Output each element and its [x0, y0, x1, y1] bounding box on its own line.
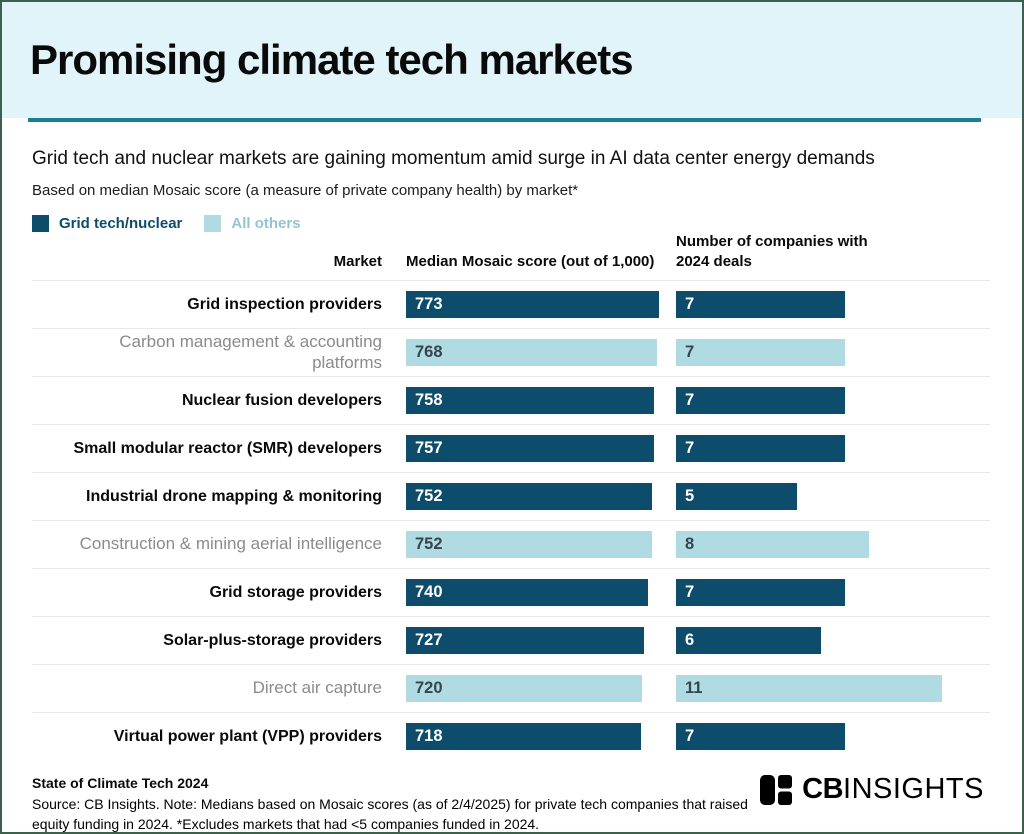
market-label: Grid inspection providers: [187, 295, 382, 313]
score-cell: 740: [382, 579, 676, 606]
market-label: Virtual power plant (VPP) providers: [113, 727, 382, 745]
column-header-market: Market: [333, 252, 382, 270]
column-headers: Market Median Mosaic score (out of 1,000…: [32, 232, 1022, 271]
logo-insights: INSIGHTS: [843, 773, 984, 805]
companies-bar: 6: [676, 627, 821, 654]
legend-label: All others: [231, 215, 301, 232]
table-row: Solar-plus-storage providers 727 6: [32, 616, 990, 664]
table-row: Direct air capture 720 11: [32, 664, 990, 712]
score-bar: 758: [406, 387, 655, 414]
cbinsights-logo-icon: [760, 774, 793, 805]
cbinsights-logo-text: CBINSIGHTS: [802, 773, 984, 806]
score-cell: 727: [382, 627, 676, 654]
score-cell: 752: [382, 483, 676, 510]
companies-cell: 11: [676, 675, 990, 702]
market-label: Solar-plus-storage providers: [163, 631, 382, 649]
market-label: Construction & mining aerial intelligenc…: [79, 534, 382, 554]
companies-cell: 7: [676, 435, 990, 462]
companies-bar: 7: [676, 579, 845, 606]
table-row: Virtual power plant (VPP) providers 718 …: [32, 712, 990, 760]
table-row: Nuclear fusion developers 758 7: [32, 376, 990, 424]
score-cell: 768: [382, 339, 676, 366]
subtitle: Grid tech and nuclear markets are gainin…: [32, 148, 875, 169]
companies-cell: 7: [676, 723, 990, 750]
footer: State of Climate Tech 2024 Source: CB In…: [32, 775, 780, 833]
score-bar: 727: [406, 627, 644, 654]
companies-cell: 5: [676, 483, 990, 510]
table-row: Grid storage providers 740 7: [32, 568, 990, 616]
companies-cell: 7: [676, 339, 990, 366]
methodology-note: Based on median Mosaic score (a measure …: [32, 182, 579, 199]
companies-bar: 5: [676, 483, 797, 510]
table-row: Carbon management & accounting platforms…: [32, 328, 990, 376]
companies-cell: 6: [676, 627, 990, 654]
market-label: Grid storage providers: [209, 583, 383, 601]
column-header-score: Median Mosaic score (out of 1,000): [406, 252, 655, 270]
score-bar: 757: [406, 435, 654, 462]
companies-cell: 8: [676, 531, 990, 558]
chart-content: Grid tech and nuclear markets are gainin…: [2, 148, 1022, 833]
score-bar: 752: [406, 531, 653, 558]
market-label: Carbon management & accounting platforms: [119, 332, 382, 372]
score-bar: 752: [406, 483, 653, 510]
table-row: Industrial drone mapping & monitoring 75…: [32, 472, 990, 520]
market-label: Direct air capture: [252, 678, 382, 698]
column-header-companies: Number of companies with 2024 deals: [676, 233, 868, 270]
score-cell: 773: [382, 291, 676, 318]
companies-bar: 7: [676, 723, 845, 750]
source-note: Source: CB Insights. Note: Medians based…: [32, 796, 748, 833]
cbinsights-logo: CBINSIGHTS: [760, 773, 984, 806]
logo-cb: CB: [802, 773, 844, 805]
companies-cell: 7: [676, 291, 990, 318]
companies-bar: 11: [676, 675, 942, 702]
legend-swatch-dark: [32, 215, 49, 232]
page-title: Promising climate tech markets: [30, 36, 634, 83]
companies-cell: 7: [676, 579, 990, 606]
score-cell: 720: [382, 675, 676, 702]
report-title: State of Climate Tech 2024: [32, 775, 209, 791]
score-cell: 718: [382, 723, 676, 750]
score-cell: 758: [382, 387, 676, 414]
score-bar: 768: [406, 339, 658, 366]
accent-rule: [28, 118, 981, 122]
market-label: Small modular reactor (SMR) developers: [73, 439, 382, 457]
companies-bar: 7: [676, 339, 845, 366]
score-cell: 752: [382, 531, 676, 558]
table-row: Construction & mining aerial intelligenc…: [32, 520, 990, 568]
table-row: Grid inspection providers 773 7: [32, 280, 990, 328]
legend-item-all-others: All others: [204, 215, 301, 232]
legend-swatch-light: [204, 215, 222, 232]
table-row: Small modular reactor (SMR) developers 7…: [32, 424, 990, 472]
companies-bar: 7: [676, 291, 845, 318]
companies-cell: 7: [676, 387, 990, 414]
market-label: Industrial drone mapping & monitoring: [86, 487, 382, 505]
companies-bar: 8: [676, 531, 870, 558]
market-label: Nuclear fusion developers: [181, 391, 382, 409]
companies-bar: 7: [676, 435, 845, 462]
companies-bar: 7: [676, 387, 845, 414]
legend: Grid tech/nuclear All others: [32, 215, 1022, 232]
score-bar: 773: [406, 291, 659, 318]
legend-item-grid-tech-nuclear: Grid tech/nuclear: [32, 215, 182, 232]
score-cell: 757: [382, 435, 676, 462]
legend-label: Grid tech/nuclear: [59, 215, 183, 232]
header-band: Promising climate tech markets: [2, 2, 1022, 118]
score-bar: 740: [406, 579, 649, 606]
score-bar: 718: [406, 723, 641, 750]
score-bar: 720: [406, 675, 642, 702]
bar-table: Grid inspection providers 773 7 Carbon m…: [32, 280, 990, 760]
